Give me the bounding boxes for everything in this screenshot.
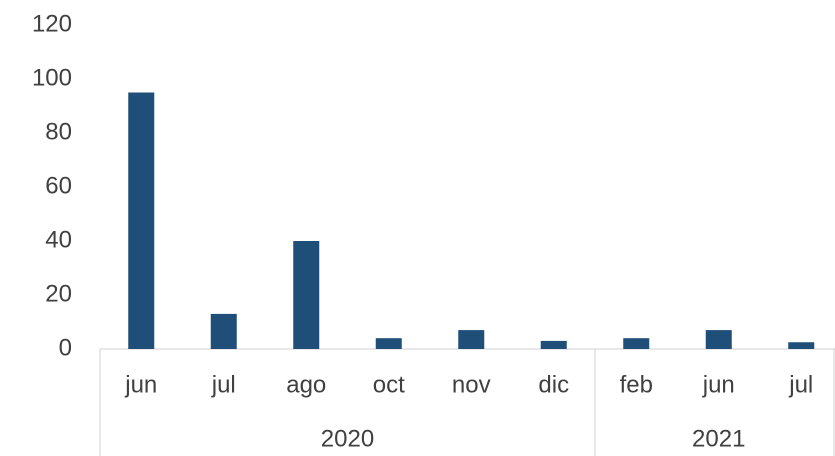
- x-tick-label: jul: [788, 371, 813, 398]
- x-tick-label: feb: [620, 371, 653, 398]
- x-tick-label: oct: [373, 371, 405, 398]
- x-tick-label: jul: [211, 371, 236, 398]
- bar: [705, 330, 732, 349]
- x-tick-label: jun: [124, 371, 157, 398]
- y-tick-label: 0: [59, 334, 72, 361]
- bar: [788, 342, 815, 349]
- y-tick-label: 100: [32, 64, 72, 91]
- bar: [375, 338, 402, 349]
- bar: [128, 92, 155, 349]
- y-tick-label: 120: [32, 10, 72, 37]
- y-tick-label: 20: [45, 280, 72, 307]
- group-label: 2020: [321, 425, 374, 452]
- group-label: 2021: [692, 425, 745, 452]
- x-tick-label: ago: [286, 371, 326, 398]
- bar: [540, 340, 567, 349]
- y-tick-label: 80: [45, 118, 72, 145]
- y-tick-label: 40: [45, 226, 72, 253]
- x-tick-label: nov: [452, 371, 491, 398]
- y-tick-label: 60: [45, 172, 72, 199]
- bar: [458, 330, 485, 349]
- x-tick-label: dic: [538, 371, 569, 398]
- bar: [210, 313, 237, 349]
- bar: [623, 338, 650, 349]
- x-tick-label: jun: [702, 371, 735, 398]
- bar: [293, 241, 320, 349]
